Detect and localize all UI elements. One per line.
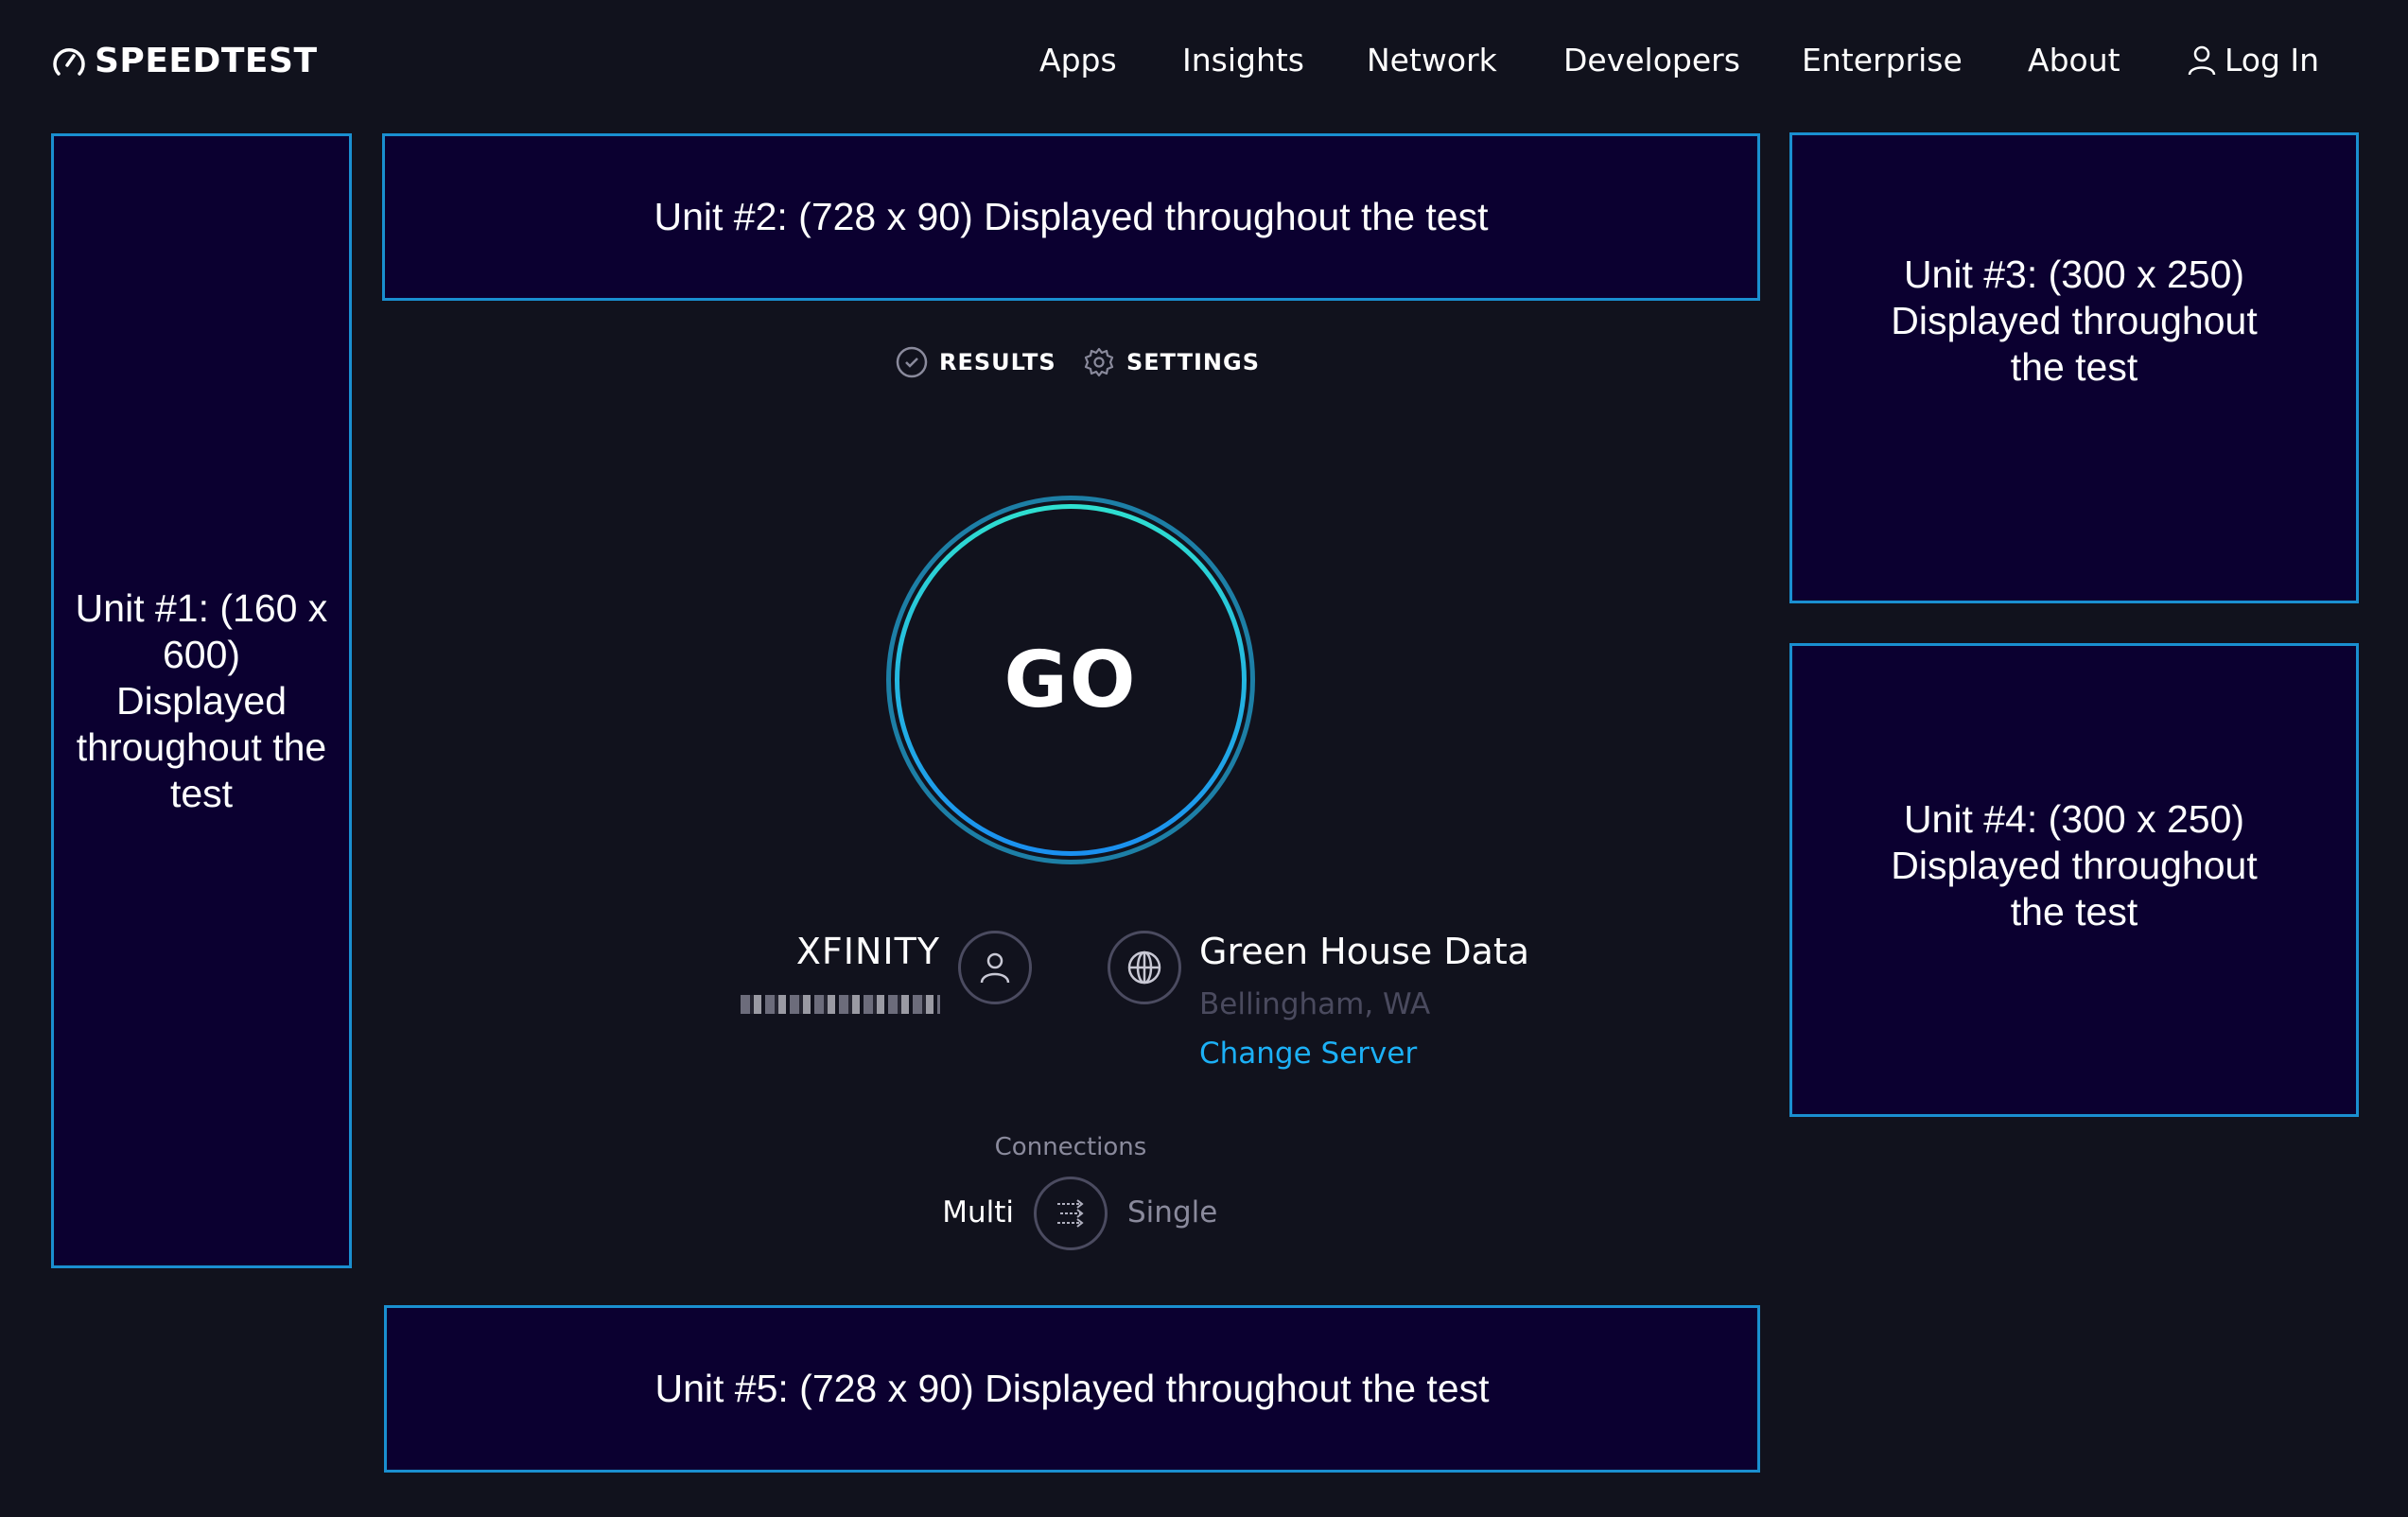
logo-text: SPEEDTEST (95, 42, 318, 80)
speedometer-icon (53, 47, 85, 76)
nav-about[interactable]: About (2028, 42, 2120, 78)
ad-unit-4-text: Unit #4: (300 x 250) Displayed throughou… (1891, 797, 2258, 933)
connections-toggle[interactable] (1034, 1177, 1108, 1250)
isp-name: XFINITY (795, 931, 940, 972)
ad-unit-2[interactable]: Unit #2: (728 x 90) Displayed throughout… (382, 133, 1760, 301)
gear-icon (1084, 347, 1114, 377)
go-button[interactable]: GO (886, 496, 1255, 864)
multi-arrows-icon (1057, 1199, 1084, 1228)
nav-network[interactable]: Network (1367, 42, 1497, 78)
ad-unit-1-text: Unit #1: (160 x 600) Displayed throughou… (75, 585, 328, 815)
login-link[interactable]: Log In (2187, 42, 2319, 78)
tab-results-label: RESULTS (939, 349, 1056, 375)
check-circle-icon (896, 346, 928, 378)
tab-settings-label: SETTINGS (1126, 349, 1260, 375)
tab-settings[interactable]: SETTINGS (1083, 346, 1260, 378)
nav-developers[interactable]: Developers (1563, 42, 1740, 78)
redacted-ip (741, 995, 940, 1014)
server-name: Green House Data (1199, 931, 1530, 972)
server-globe-button[interactable] (1108, 931, 1181, 1004)
ad-unit-3[interactable]: Unit #3: (300 x 250) Displayed throughou… (1789, 132, 2359, 603)
ad-unit-1[interactable]: Unit #1: (160 x 600) Displayed throughou… (51, 133, 352, 1268)
server-location: Bellingham, WA (1199, 987, 1431, 1021)
nav-insights[interactable]: Insights (1182, 42, 1305, 78)
nav-enterprise[interactable]: Enterprise (1802, 42, 1963, 78)
change-server-link[interactable]: Change Server (1199, 1037, 1418, 1071)
isp-user-button[interactable] (958, 931, 1032, 1004)
nav-apps[interactable]: Apps (1039, 42, 1117, 78)
tab-results[interactable]: RESULTS (896, 346, 1056, 378)
user-icon (2188, 45, 2216, 75)
connections-single[interactable]: Single (1127, 1195, 1218, 1229)
ad-unit-3-text: Unit #3: (300 x 250) Displayed throughou… (1891, 252, 2258, 389)
globe-icon (1127, 950, 1161, 985)
ad-unit-2-text: Unit #2: (728 x 90) Displayed throughout… (654, 195, 1489, 238)
go-label: GO (895, 504, 1247, 856)
login-label: Log In (2225, 42, 2320, 78)
user-icon (980, 952, 1010, 984)
connections-multi[interactable]: Multi (942, 1195, 1014, 1229)
ad-unit-4[interactable]: Unit #4: (300 x 250) Displayed throughou… (1789, 643, 2359, 1117)
ad-unit-5[interactable]: Unit #5: (728 x 90) Displayed throughout… (384, 1305, 1760, 1473)
ad-unit-5-text: Unit #5: (728 x 90) Displayed throughout… (654, 1367, 1490, 1410)
speedtest-logo[interactable]: SPEEDTEST (51, 42, 318, 80)
connections-label: Connections (994, 1133, 1147, 1161)
